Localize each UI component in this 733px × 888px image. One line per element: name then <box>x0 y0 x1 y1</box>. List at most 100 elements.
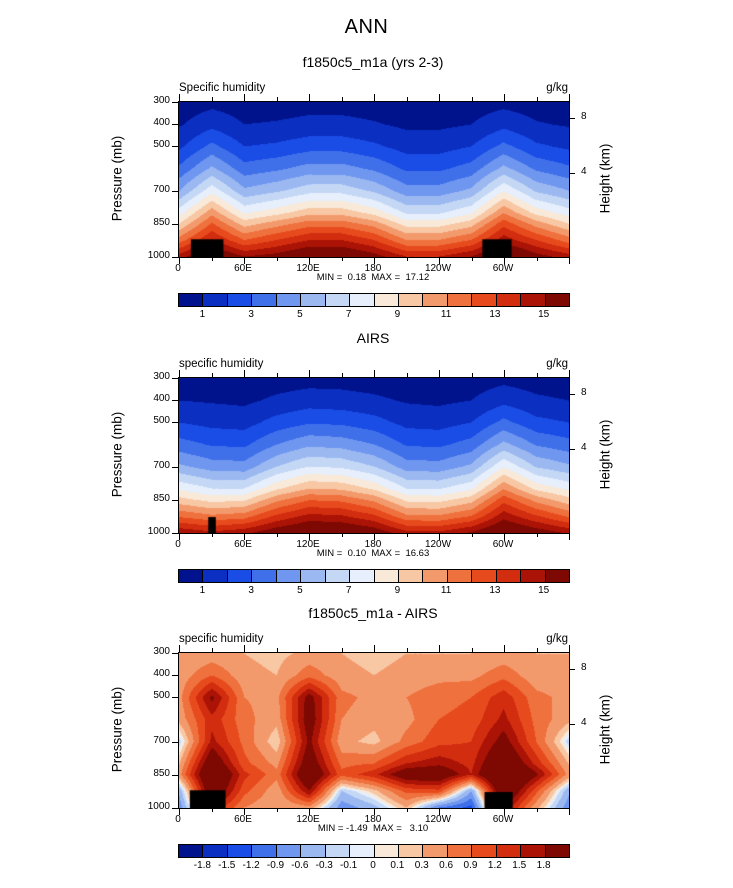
colorbar-segment <box>446 570 472 582</box>
colorbar-segment <box>251 570 276 582</box>
pressure-tick-label: 850 <box>153 492 170 504</box>
x-axis-tick <box>471 257 473 261</box>
panel-airs: AIRS specific humidity g/kg Pressure (mb… <box>0 329 733 609</box>
colorbar-segment <box>471 845 496 857</box>
x-axis-tick <box>439 94 440 101</box>
pressure-tick <box>172 653 178 654</box>
x-tick-label: 120E <box>296 814 320 825</box>
x-tick-label: 60E <box>234 814 252 825</box>
pressure-tick <box>172 146 178 148</box>
panel-model: f1850c5_m1a (yrs 2-3) Specific humidity … <box>0 53 733 333</box>
field-label: specific humidity <box>179 633 264 645</box>
height-tick <box>569 117 575 119</box>
x-axis-tick <box>471 373 473 377</box>
panel-difference: f1850c5_m1a - AIRS specific humidity g/k… <box>0 604 733 884</box>
pressure-tick <box>172 499 178 501</box>
pressure-tick-label: 300 <box>153 371 170 382</box>
pressure-tick-label: 1000 <box>147 250 170 261</box>
x-axis-tick <box>536 533 538 537</box>
x-axis-tick <box>276 257 278 261</box>
height-tick-label: 4 <box>581 442 587 454</box>
main-title: ANN <box>344 16 389 38</box>
pressure-tick <box>172 257 178 258</box>
contour-plot <box>172 645 575 815</box>
x-axis-tick <box>536 257 538 261</box>
pressure-tick-label: 700 <box>153 183 170 195</box>
x-axis-tick <box>406 97 408 101</box>
colorbar-segment <box>226 845 252 857</box>
x-axis-tick <box>374 533 375 540</box>
x-axis-tick <box>374 257 375 264</box>
x-axis-tick <box>179 808 180 815</box>
colorbar-tick-label: 7 <box>345 585 352 596</box>
colorbar-segment <box>179 570 203 582</box>
colorbar-segment <box>397 294 423 306</box>
colorbar-segment <box>251 294 276 306</box>
panel-title: f1850c5_m1a (yrs 2-3) <box>302 54 444 70</box>
x-axis-tick <box>374 808 375 815</box>
x-axis-tick <box>309 533 310 540</box>
x-axis-tick <box>439 808 440 815</box>
x-axis-tick <box>504 257 505 264</box>
pressure-axis-title-text: Pressure (mb) <box>109 135 125 222</box>
x-axis-tick <box>179 257 180 264</box>
x-tick-label: 60E <box>234 539 252 550</box>
colorbar-tick-label: 5 <box>297 309 303 320</box>
colorbar-tick-label: 1 <box>199 585 206 596</box>
x-axis-tick <box>244 533 245 540</box>
x-axis-tick <box>244 257 245 264</box>
pressure-tick-label: 500 <box>153 690 170 702</box>
x-axis-tick <box>439 370 440 377</box>
pressure-tick <box>172 378 178 379</box>
colorbar-tick-label: -0.1 <box>340 860 358 871</box>
pressure-tick-label: 300 <box>153 95 170 106</box>
x-axis-tick <box>244 94 245 101</box>
colorbar-tick-label: -0.9 <box>266 860 285 871</box>
x-axis-tick <box>569 94 570 101</box>
colorbar-tick-label: 11 <box>440 585 452 596</box>
pressure-tick-label: 300 <box>153 646 170 657</box>
x-axis-tick <box>309 808 310 815</box>
colorbar-segment <box>495 845 521 857</box>
pressure-tick-label: 400 <box>153 668 170 680</box>
x-axis-tick <box>179 533 180 540</box>
x-tick-label: 60W <box>492 263 514 274</box>
contour-plot <box>172 370 575 540</box>
pressure-axis-title-text: Pressure (mb) <box>109 411 125 498</box>
colorbar-tick-label: 11 <box>440 309 452 320</box>
colorbar-segment <box>300 294 325 306</box>
x-axis-tick <box>536 373 538 377</box>
colorbar-segment <box>226 294 252 306</box>
colorbar-segment <box>520 294 545 306</box>
colorbar-segment <box>544 294 569 306</box>
colorbar-segment <box>300 570 325 582</box>
colorbar-segment <box>275 294 301 306</box>
x-axis-tick <box>309 94 310 101</box>
x-axis-tick <box>244 808 245 815</box>
colorbar-tick-label: 13 <box>489 309 501 320</box>
colorbar-tick-label: 9 <box>394 309 401 320</box>
x-axis-tick <box>244 645 245 652</box>
contour-plot <box>172 94 575 264</box>
pressure-tick-label: 700 <box>153 734 170 746</box>
field-label: specific humidity <box>179 358 264 370</box>
x-axis-tick <box>569 370 570 377</box>
x-axis-tick <box>504 533 505 540</box>
colorbar-segment <box>422 294 447 306</box>
x-axis-tick <box>179 94 180 101</box>
x-tick-label: 180 <box>364 263 382 274</box>
pressure-tick-label: 700 <box>153 459 170 471</box>
colorbar-segment <box>373 845 398 857</box>
x-axis-tick <box>406 533 408 537</box>
height-axis-title-text: Height (km) <box>597 694 613 765</box>
x-tick-label: 120W <box>424 814 452 825</box>
x-axis-tick <box>276 808 278 812</box>
x-axis-tick <box>341 97 343 101</box>
minmax-label: MIN = 0.10 MAX = 16.63 <box>316 548 430 559</box>
x-axis-tick <box>341 257 343 261</box>
pressure-tick-label: 400 <box>153 117 170 129</box>
colorbar-tick-label: 7 <box>345 309 352 320</box>
colorbar-segment <box>226 570 252 582</box>
x-axis-tick <box>211 97 213 101</box>
x-axis-tick <box>406 373 408 377</box>
